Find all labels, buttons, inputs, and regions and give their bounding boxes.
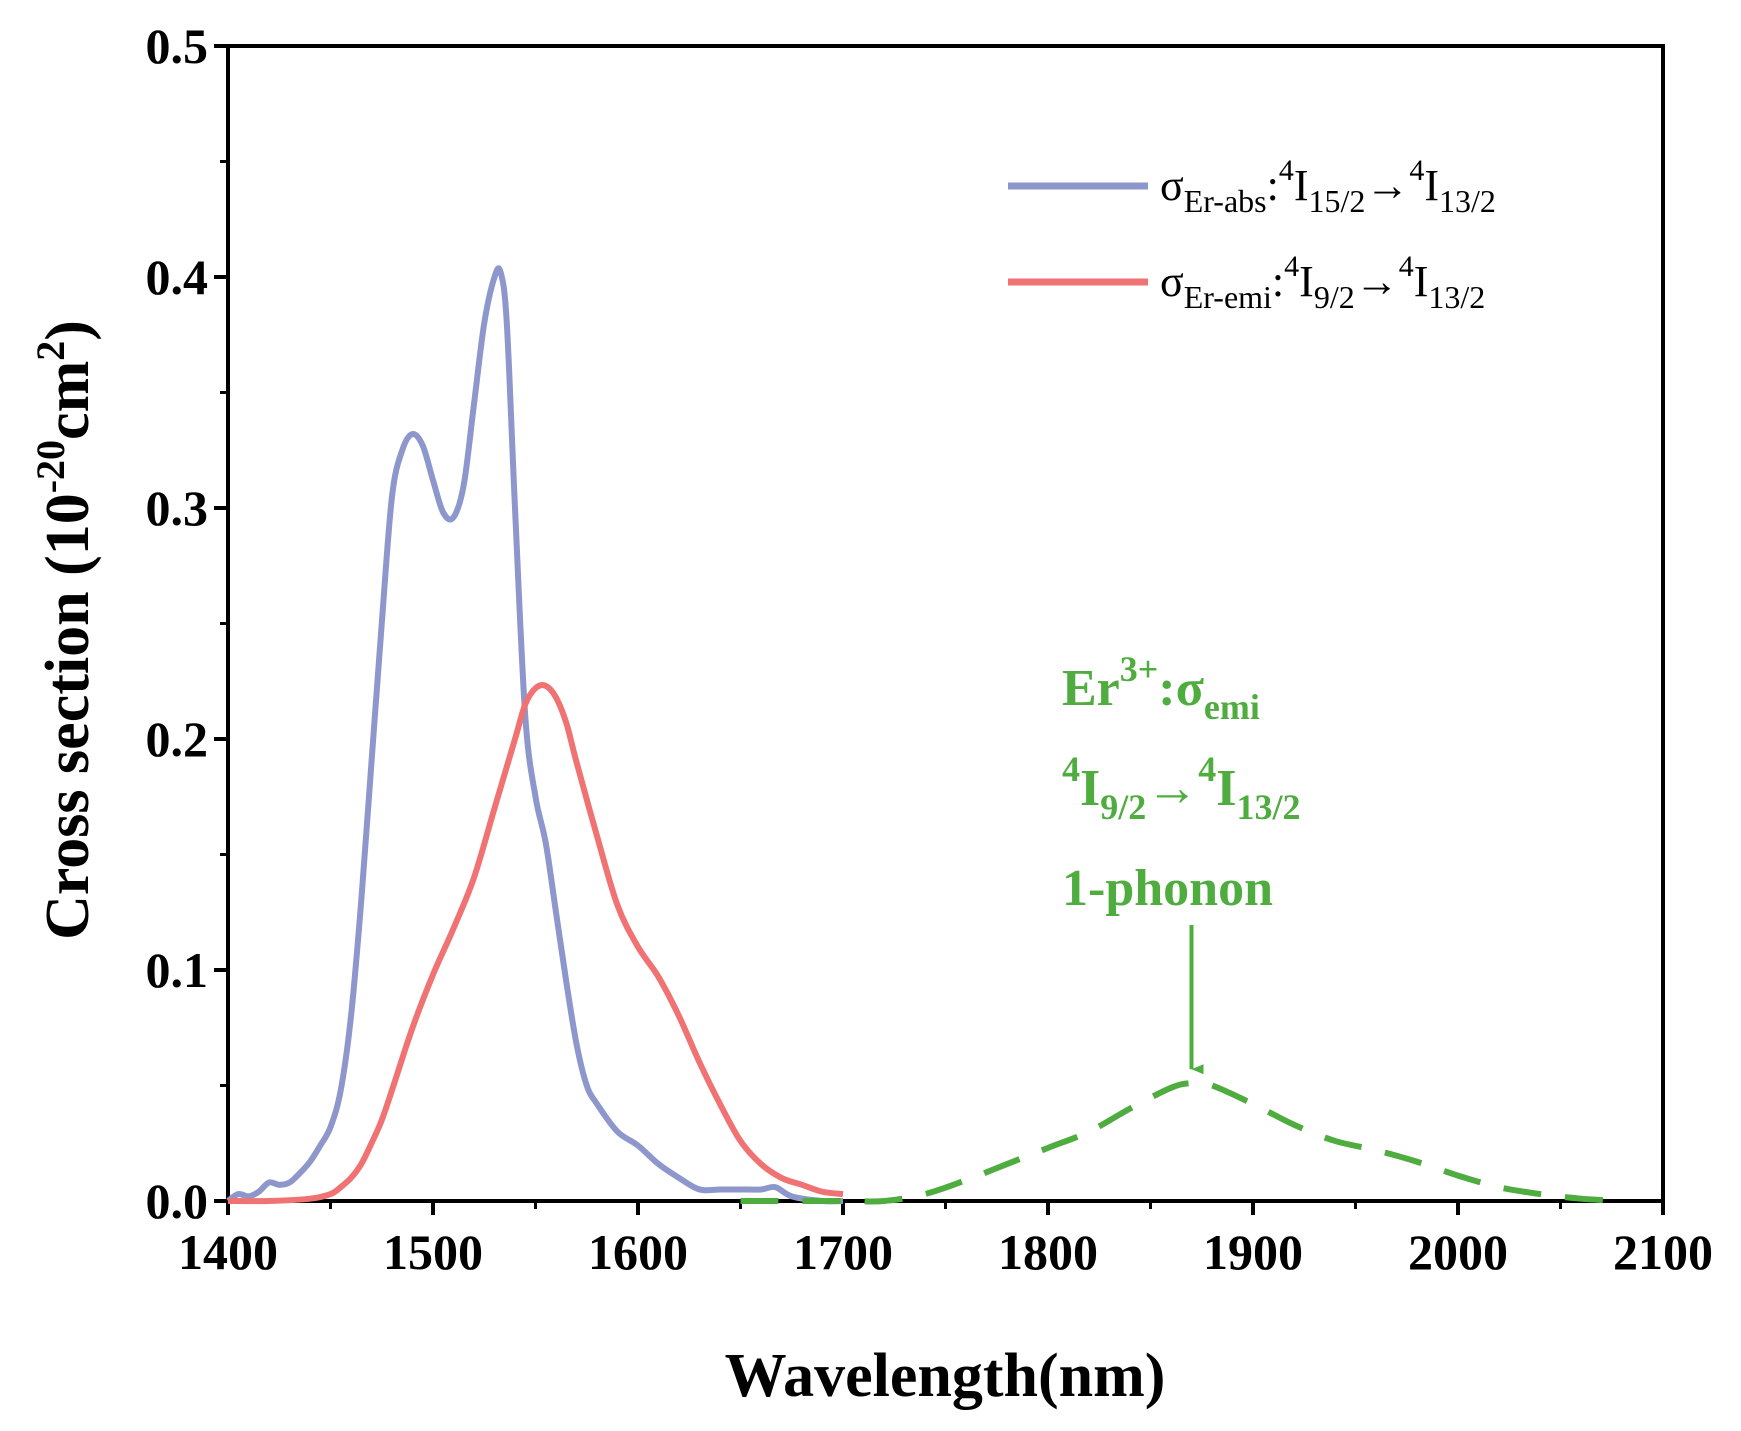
series-layer <box>226 265 1623 1205</box>
y-tick-label: 0.5 <box>146 18 209 74</box>
x-tick-label: 1600 <box>588 1224 688 1280</box>
legend-label-abs: σEr-abs:4I15/2→4I13/2 <box>1160 154 1496 219</box>
y-axis-title-close: ) <box>34 320 102 341</box>
x-tick-label: 1400 <box>178 1224 278 1280</box>
y-axis-ticks: 0.0 0.1 0.2 0.3 0.4 0.5 <box>146 18 228 1229</box>
y-axis-title-main: Cross section (10 <box>34 493 102 940</box>
annotation-line-3: 1-phonon <box>1062 860 1273 917</box>
x-tick-label: 2100 <box>1613 1224 1713 1280</box>
y-tick-label: 0.2 <box>146 711 209 767</box>
y-tick-label: 0.4 <box>146 249 209 305</box>
annotation-line-1: Er3+:σemi <box>1062 649 1260 727</box>
series-phonon-line <box>740 1079 1623 1205</box>
x-tick-label: 1500 <box>383 1224 483 1280</box>
y-axis-title: Cross section (10-20cm2) <box>28 320 102 940</box>
legend-label-emi: σEr-emi:4I9/2→4I13/2 <box>1160 250 1485 315</box>
series-emi-line <box>227 682 844 1205</box>
plot-frame <box>226 44 1665 1203</box>
x-tick-label: 2000 <box>1408 1224 1508 1280</box>
legend: σEr-abs:4I15/2→4I13/2 σEr-emi:4I9/2→4I13… <box>1008 154 1496 315</box>
y-tick-label: 0.1 <box>146 942 209 998</box>
y-tick-label: 0.0 <box>146 1173 209 1229</box>
x-axis-ticks: 1400 1500 1600 1700 1800 1900 2000 2100 <box>178 1201 1713 1280</box>
x-tick-label: 1700 <box>793 1224 893 1280</box>
series-abs-line <box>226 265 844 1205</box>
y-axis-title-unit: cm <box>34 361 102 440</box>
annotation-line-2: 4I9/2→4I13/2 <box>1062 749 1301 827</box>
x-tick-label: 1900 <box>1203 1224 1303 1280</box>
x-axis-title: Wavelength(nm) <box>725 1342 1166 1410</box>
x-tick-label: 1800 <box>998 1224 1098 1280</box>
y-tick-label: 0.3 <box>146 480 209 536</box>
phonon-annotation: Er3+:σemi 4I9/2→4I13/2 1-phonon <box>1062 649 1301 1075</box>
y-axis-title-exp1: -20 <box>28 440 73 493</box>
y-axis-title-exp2: 2 <box>28 341 73 361</box>
